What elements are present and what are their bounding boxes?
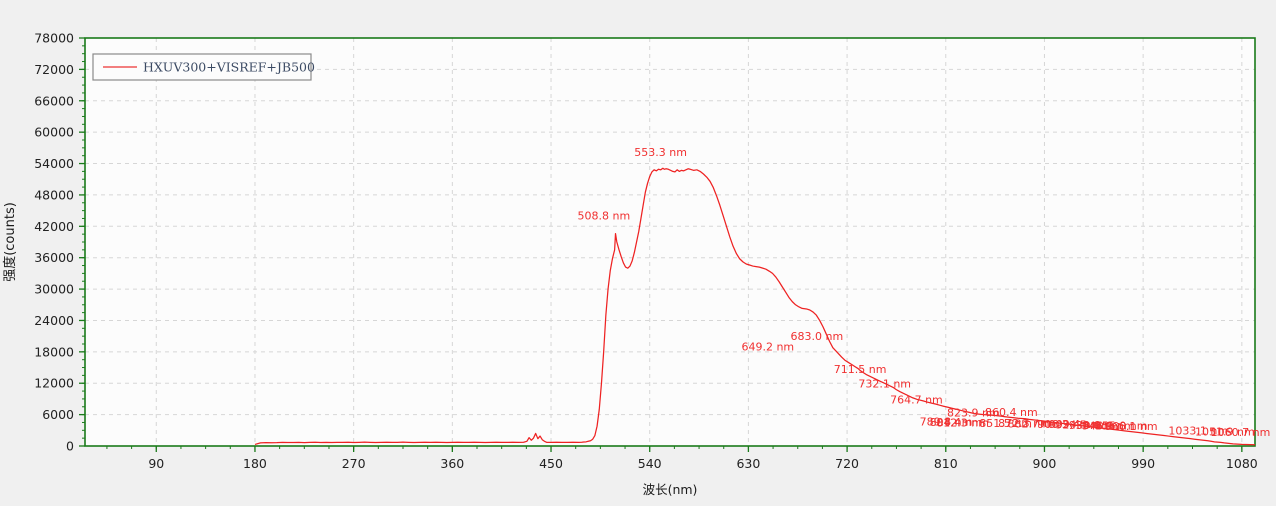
- x-tick-label: 990: [1131, 456, 1155, 471]
- peak-label: 938.6 nm: [1069, 419, 1122, 432]
- peak-label: 909.4 nm: [1049, 418, 1102, 431]
- y-tick-label: 12000: [34, 376, 74, 391]
- series-line-hxuv300: [254, 167, 1256, 446]
- x-tick-label: 180: [243, 456, 267, 471]
- peak-label: 906.3 nm: [1037, 418, 1090, 431]
- peak-label: 789.8 nm: [920, 415, 973, 428]
- x-axis-tick-labels: 90 180 270 360 450 540 630 720 810 900 990 1080: [148, 456, 1257, 471]
- y-tick-label: 6000: [42, 407, 74, 422]
- x-tick-label: 900: [1033, 456, 1057, 471]
- x-tick-label: 810: [934, 456, 958, 471]
- peak-label: 860.4 nm: [985, 406, 1038, 419]
- x-tick-label: 270: [342, 456, 366, 471]
- peak-label: 649.2 nm: [741, 340, 794, 353]
- peak-label: 946.9 nm: [1082, 419, 1135, 432]
- x-tick-label: 1080: [1226, 456, 1258, 471]
- peak-label: 764.7 nm: [890, 393, 943, 406]
- peak-label: 508.8 nm: [578, 210, 631, 223]
- y-tick-label: 24000: [34, 313, 74, 328]
- chart-legend[interactable]: HXUV300+VISREF+JB500: [92, 53, 315, 81]
- peak-label: 804.4 nm: [930, 416, 983, 429]
- peak-label: 732.1 nm: [858, 378, 911, 391]
- peak-label: 851.5 nm: [979, 417, 1032, 430]
- peak-label: 1060.7 nm: [1211, 426, 1271, 439]
- y-tick-label: 0: [66, 439, 74, 454]
- x-tick-label: 720: [835, 456, 859, 471]
- y-tick-label: 66000: [34, 93, 74, 108]
- y-tick-label: 36000: [34, 250, 74, 265]
- y-tick-label: 72000: [34, 62, 74, 77]
- y-tick-label: 78000: [34, 31, 74, 46]
- y-axis-tick-labels: 0 6000 12000 18000 24000 30000 36000 42000 48000…: [34, 31, 74, 454]
- y-tick-label: 54000: [34, 156, 74, 171]
- y-tick-label: 48000: [34, 187, 74, 202]
- x-tick-label: 450: [539, 456, 563, 471]
- x-tick-label: 360: [440, 456, 464, 471]
- x-tick-label: 630: [736, 456, 760, 471]
- peak-label: 711.5 nm: [834, 363, 887, 376]
- peak-label: 882.7 nm: [1007, 417, 1060, 430]
- y-tick-label: 18000: [34, 344, 74, 359]
- x-axis-title: 波长(nm): [643, 482, 698, 497]
- x-tick-label: 90: [148, 456, 164, 471]
- legend-entry-label: HXUV300+VISREF+JB500: [143, 60, 315, 75]
- peak-label: 1051.9 nm: [1195, 426, 1255, 439]
- peak-label: 553.3 nm: [634, 146, 687, 159]
- peak-label: 955.0 nm: [1095, 419, 1148, 432]
- peak-label: 872.3 nm: [998, 417, 1051, 430]
- y-tick-label: 30000: [34, 282, 74, 297]
- y-axis-title: 强度(counts): [2, 202, 18, 282]
- peak-label: 823.9 nm: [947, 407, 1000, 420]
- peak-label: 966.1 nm: [1105, 420, 1158, 433]
- peak-label: 924.5 nm: [1055, 418, 1108, 431]
- peak-label: 1033.1 nm: [1168, 425, 1228, 438]
- x-tick-label: 540: [638, 456, 662, 471]
- y-tick-label: 60000: [34, 125, 74, 140]
- peak-label: 812.3 nm: [936, 416, 989, 429]
- peak-label: 683.0 nm: [791, 330, 844, 343]
- y-tick-label: 42000: [34, 219, 74, 234]
- plot-border: [84, 37, 1256, 447]
- plot-area-background: [85, 38, 1255, 446]
